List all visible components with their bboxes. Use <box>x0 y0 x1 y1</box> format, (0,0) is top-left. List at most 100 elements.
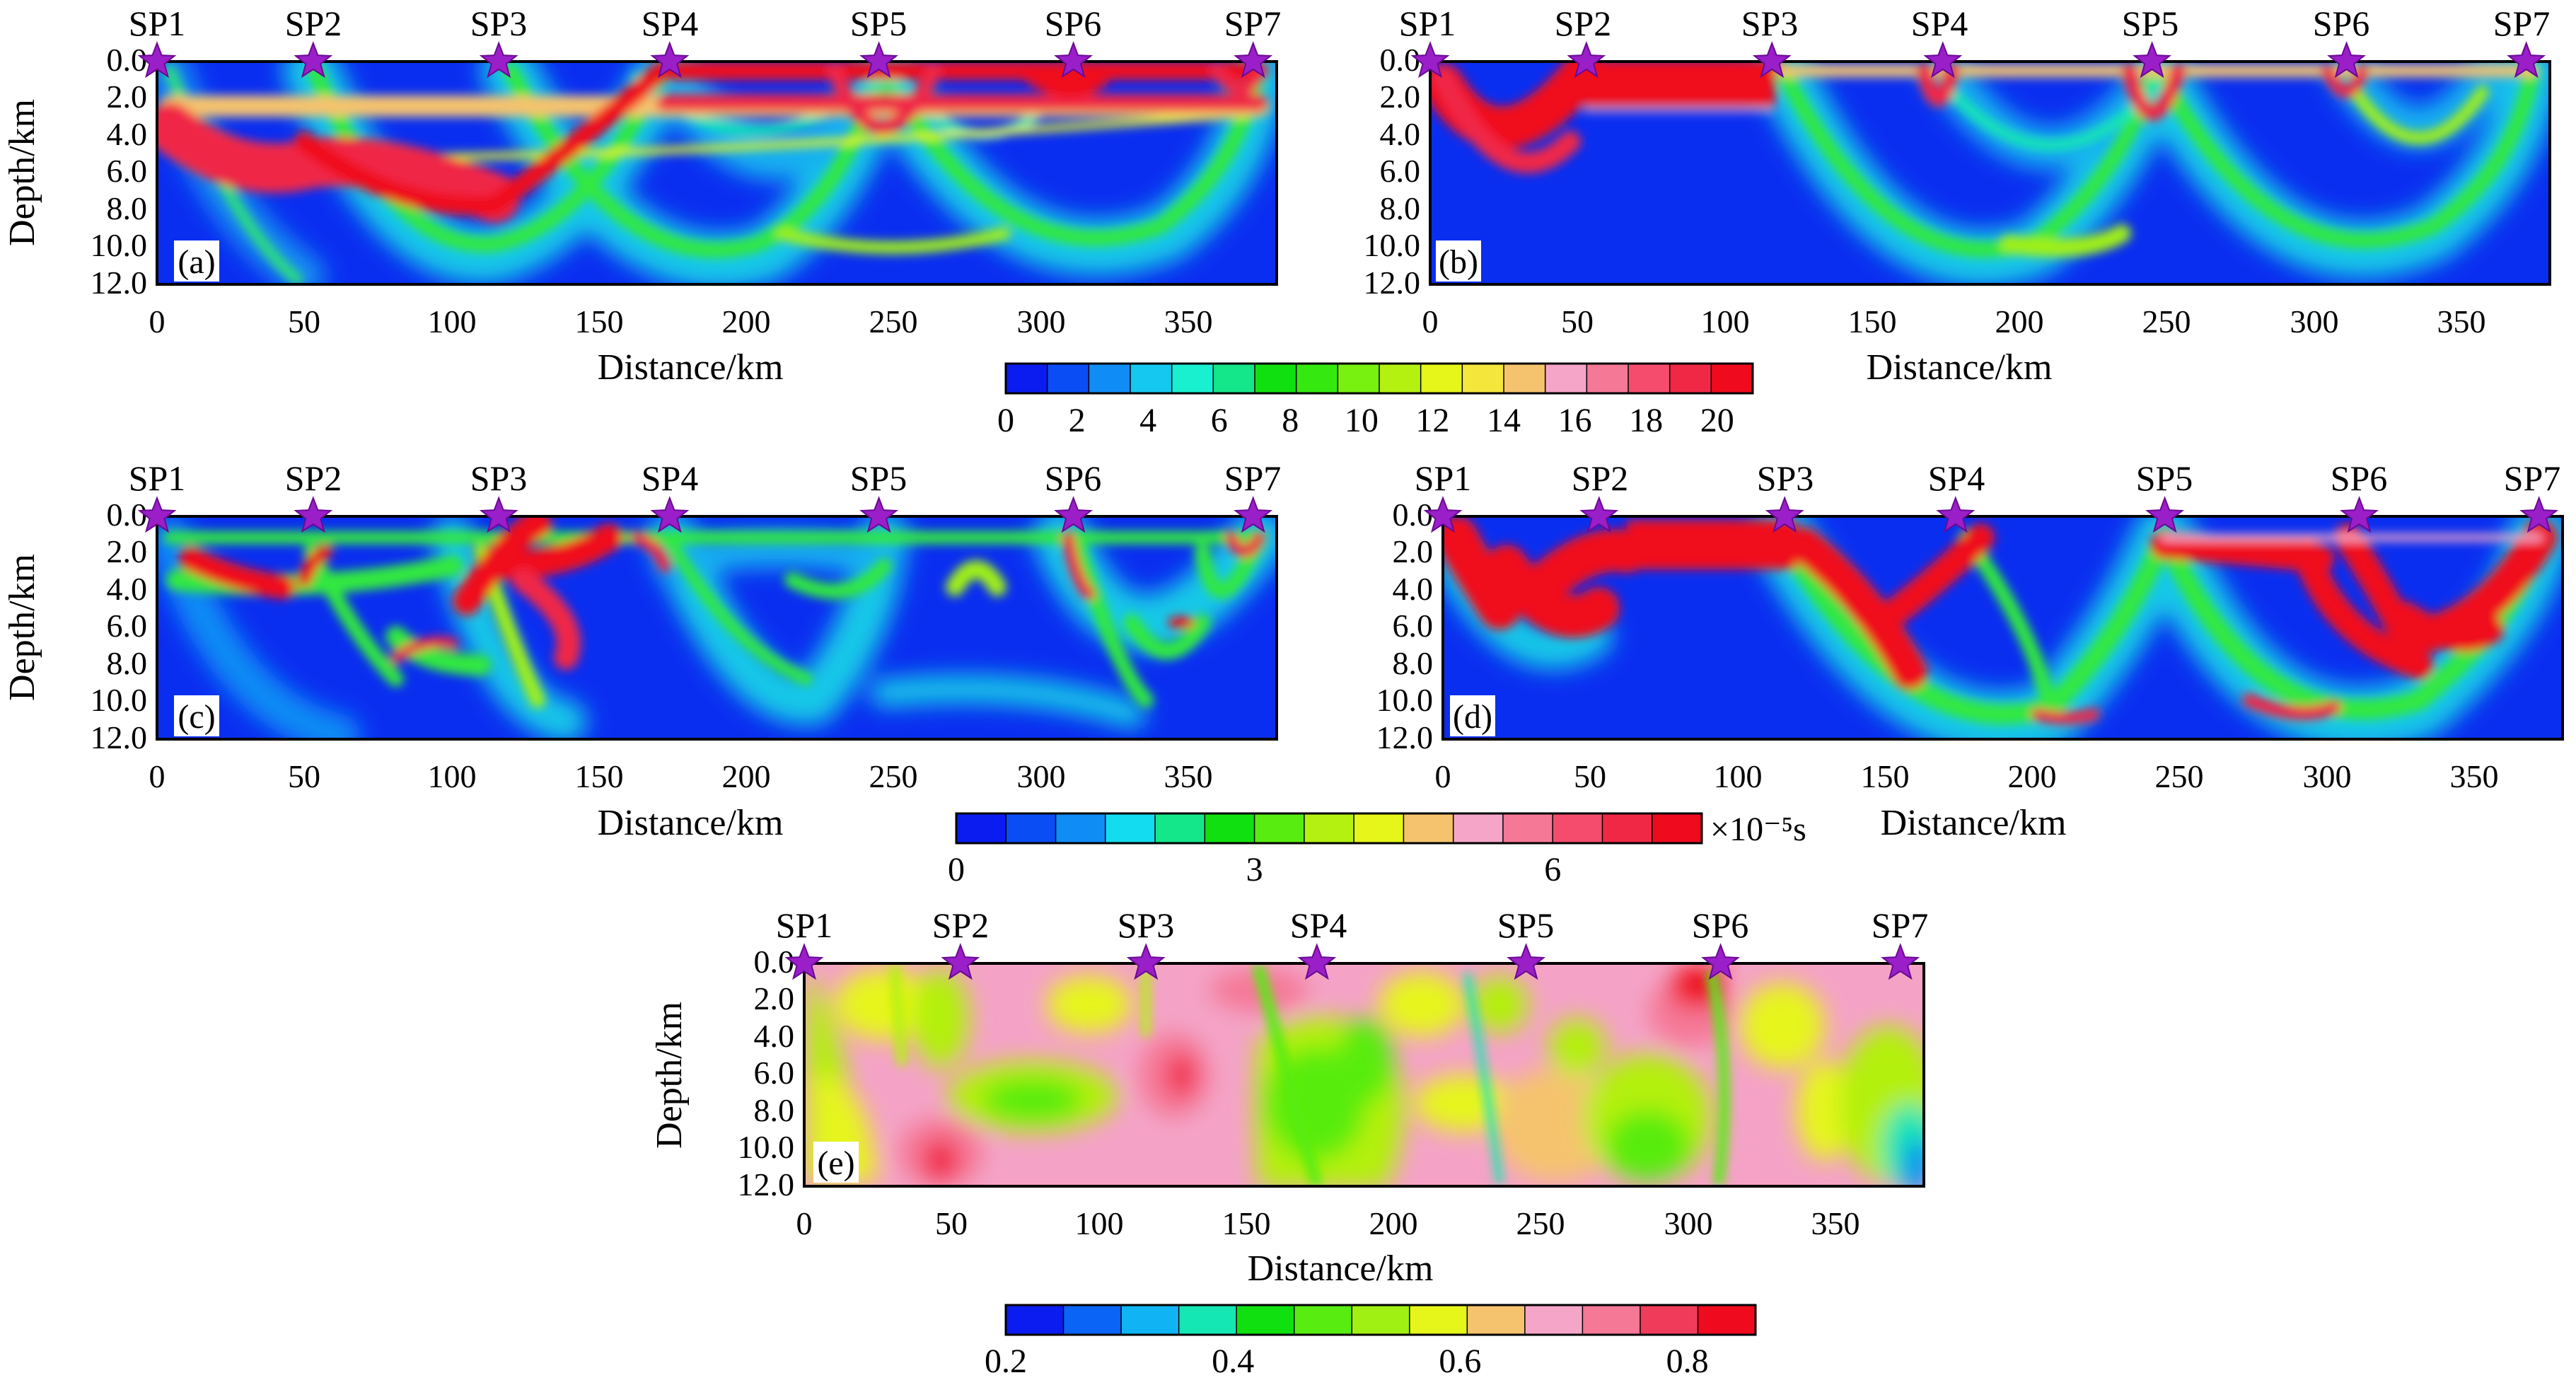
x-tick-label: 300 <box>1017 303 1066 340</box>
shot-point-star <box>1054 496 1093 533</box>
colorbar-cell <box>1253 813 1306 844</box>
shot-point-star <box>1567 41 1606 79</box>
colorbar-cell <box>1005 1304 1064 1335</box>
panel-c-ylabel: Depth/km <box>2 554 42 701</box>
colorbar-cell <box>1212 363 1256 394</box>
colorbar-cell <box>1293 1304 1353 1335</box>
panel-tag-label: (c) <box>178 698 215 736</box>
colorbar-cell <box>1154 813 1206 844</box>
shot-point-label: SP4 <box>1911 4 1968 43</box>
colorbar-ray-count: 0 2 4 6 8 10 12 14 16 18 20 <box>997 362 1754 439</box>
panel-a-xlabel: Distance/km <box>598 347 784 388</box>
y-tick-label: 6.0 <box>754 1055 795 1091</box>
panel-tag-label: (d) <box>1453 698 1492 736</box>
shot-point-label: SP4 <box>642 458 699 498</box>
x-tick-label: 50 <box>288 303 320 340</box>
shot-point-label: SP6 <box>1045 4 1102 43</box>
panel-d-shotpoint-stars <box>1423 496 2559 533</box>
panel-b-xlabel: Distance/km <box>1867 347 2053 388</box>
shot-point-label: SP6 <box>1692 905 1749 945</box>
y-tick-label: 0.0 <box>754 944 795 980</box>
colorbar-cell <box>1409 1304 1468 1335</box>
colorbar-tick-label: 8 <box>1282 402 1299 439</box>
shot-point-label: SP2 <box>1555 4 1612 43</box>
shot-point-label: SP5 <box>1497 905 1555 945</box>
x-tick-label: 350 <box>2437 303 2486 340</box>
shot-point-label: SP3 <box>470 4 528 43</box>
colorbar-cell <box>1379 363 1422 394</box>
shot-point-star <box>1297 943 1337 980</box>
x-tick-label: 300 <box>1664 1205 1713 1241</box>
shot-point-label: SP6 <box>2331 458 2388 498</box>
shot-point-star <box>1507 943 1545 980</box>
shot-point-star <box>1423 496 1463 533</box>
colorbar-frame <box>955 812 1703 845</box>
colorbar-cell <box>1552 813 1603 844</box>
shot-point-star <box>1881 943 1920 980</box>
panel-c-xlabel: Distance/km <box>598 803 784 843</box>
panel-b-shotpoint-stars <box>1410 41 2546 79</box>
x-tick-label: 150 <box>575 758 624 794</box>
colorbar-cell <box>1601 813 1653 844</box>
shot-point-star <box>2507 41 2546 79</box>
panel-a: Depth/km Distance/km 0.0 2.0 4.0 6.0 8.0… <box>2 4 1281 388</box>
colorbar-tick-label: 16 <box>1558 402 1592 439</box>
panel-tag-box <box>1450 695 1495 736</box>
panel-d-xticks: 0 50 100 150 200 250 300 350 <box>1435 758 2499 794</box>
panel-b-tag: (b) <box>1436 240 1481 282</box>
shot-point-label: SP1 <box>776 905 833 945</box>
shot-point-star <box>1410 41 1450 79</box>
colorbar-tick-label: 0.6 <box>1439 1343 1481 1380</box>
colorbar-cell <box>1651 813 1703 844</box>
shot-point-label: SP1 <box>129 4 186 43</box>
y-tick-label: 6.0 <box>107 153 148 189</box>
x-tick-label: 350 <box>1164 303 1213 340</box>
panel-tag-label: (b) <box>1439 243 1478 281</box>
colorbar-resolution-ticks: 0.2 0.4 0.6 0.8 <box>985 1343 1709 1380</box>
panel-b-shotpoint-labels: SP1 SP2 SP3 SP4 SP5 SP6 SP7 <box>1399 4 2551 43</box>
x-tick-label: 350 <box>1811 1205 1860 1241</box>
colorbar-cell <box>1628 363 1671 394</box>
colorbar-tick-label: 18 <box>1629 402 1663 439</box>
panel-e: Depth/km Distance/km 0.0 2.0 4.0 6.0 8.0… <box>649 905 1929 1289</box>
shot-point-label: SP7 <box>1872 905 1929 945</box>
panel-e-shotpoint-stars <box>784 943 1920 980</box>
panel-c-coverage-rays <box>163 516 1267 708</box>
shot-point-label: SP4 <box>1290 905 1347 945</box>
y-tick-label: 4.0 <box>1393 571 1434 607</box>
shot-point-label: SP1 <box>1399 4 1456 43</box>
x-tick-label: 150 <box>1848 303 1897 340</box>
y-tick-label: 10.0 <box>738 1129 795 1165</box>
shot-point-star <box>1765 496 1804 533</box>
shot-point-label: SP1 <box>129 458 186 498</box>
shot-point-star <box>784 943 824 980</box>
y-tick-label: 10.0 <box>91 227 148 263</box>
colorbar-tick-label: 3 <box>1246 851 1263 888</box>
panel-e-yticks: 0.0 2.0 4.0 6.0 8.0 10.0 12.0 <box>738 944 795 1202</box>
x-tick-label: 350 <box>2450 758 2499 794</box>
panel-c-yticks: 0.0 2.0 4.0 6.0 8.0 10.0 12.0 <box>91 497 148 755</box>
x-tick-label: 100 <box>1714 758 1763 794</box>
shot-point-star <box>941 943 980 980</box>
colorbar-cell <box>1503 363 1546 394</box>
y-tick-label: 12.0 <box>1364 265 1421 301</box>
panel-b-coverage-rays <box>1430 62 2540 257</box>
panel-tag-label: (e) <box>817 1144 854 1182</box>
colorbar-cell <box>1254 363 1297 394</box>
shot-point-label: SP4 <box>642 4 699 43</box>
colorbar-tick-label: 6 <box>1544 851 1561 888</box>
colorbar-cell <box>1524 1304 1584 1335</box>
panel-d-field <box>1443 516 2563 739</box>
shot-point-star <box>1923 41 1963 79</box>
colorbar-cell <box>1178 1304 1238 1335</box>
shot-point-star <box>1752 41 1792 79</box>
colorbar-cell <box>1204 813 1255 844</box>
y-tick-label: 8.0 <box>107 645 148 681</box>
y-tick-label: 2.0 <box>1393 533 1434 569</box>
shot-point-star <box>479 41 518 79</box>
colorbar-cell <box>1295 363 1339 394</box>
colorbar-cell <box>1353 813 1405 844</box>
x-tick-label: 200 <box>722 303 771 340</box>
x-tick-label: 300 <box>2303 758 2352 794</box>
colorbar-cell <box>1697 1304 1757 1335</box>
